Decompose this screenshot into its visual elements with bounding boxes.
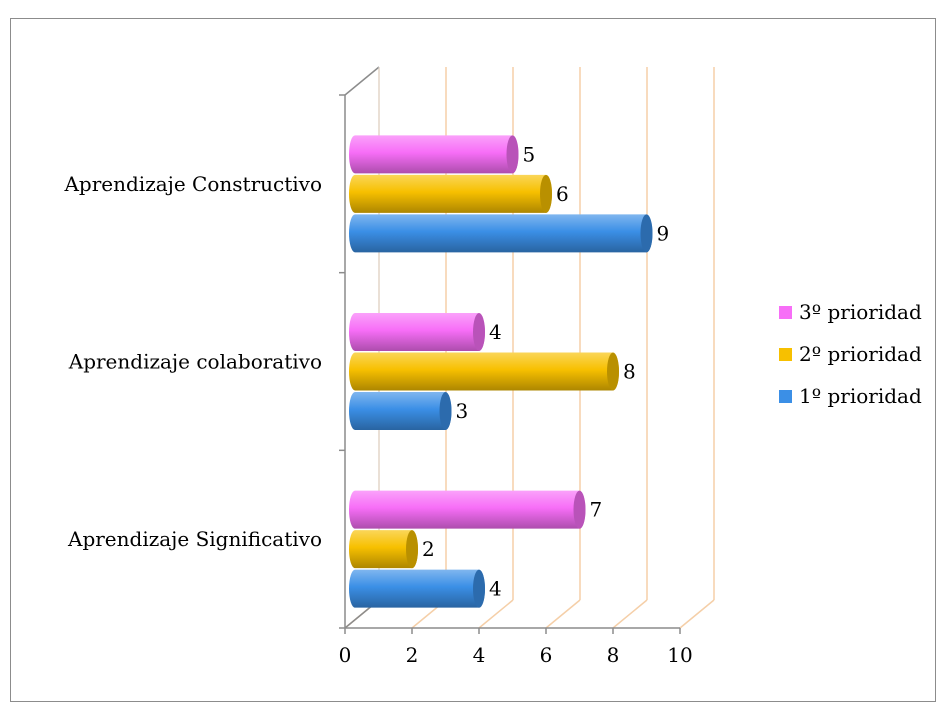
bar-2-prioridad xyxy=(349,174,552,213)
bar-end-cap xyxy=(540,174,552,213)
data-label: 4 xyxy=(489,320,502,344)
data-label: 4 xyxy=(489,577,502,601)
bar-end-cap xyxy=(406,530,418,569)
bar-end-cap xyxy=(640,214,653,253)
floor-gridline xyxy=(612,599,648,629)
data-label: 2 xyxy=(422,537,435,561)
bar-end-cap xyxy=(473,313,485,351)
data-label: 5 xyxy=(523,142,536,166)
legend-label: 2º prioridad xyxy=(799,342,922,366)
data-label: 7 xyxy=(590,498,603,522)
bar-2-prioridad xyxy=(349,530,419,569)
bar-1-prioridad xyxy=(349,392,452,430)
bar-3-prioridad xyxy=(349,135,519,174)
floor-gridline xyxy=(679,599,715,629)
x-tick-label: 6 xyxy=(540,643,553,667)
data-label: 6 xyxy=(556,182,569,206)
bar-2-prioridad xyxy=(349,352,619,391)
bar-1-prioridad xyxy=(349,569,485,608)
floor-gridline xyxy=(478,599,514,629)
x-tick-label: 8 xyxy=(607,643,620,667)
legend-label: 3º prioridad xyxy=(799,300,922,324)
x-tick-label: 2 xyxy=(406,643,419,667)
legend-label: 1º prioridad xyxy=(799,384,922,408)
data-label: 3 xyxy=(456,399,469,423)
data-label: 9 xyxy=(657,221,670,245)
category-label: Aprendizaje Constructivo xyxy=(63,172,322,196)
bar-end-cap xyxy=(573,490,586,529)
legend-swatch xyxy=(779,306,792,319)
category-label: Aprendizaje colaborativo xyxy=(68,350,322,374)
category-label: Aprendizaje Significativo xyxy=(67,527,322,551)
bar-1-prioridad xyxy=(349,214,653,253)
legend-swatch xyxy=(779,348,792,361)
bar-end-cap xyxy=(473,569,485,608)
legend-swatch xyxy=(779,390,792,403)
x-tick-label: 0 xyxy=(339,643,352,667)
bar-end-cap xyxy=(439,392,452,430)
bar-end-cap xyxy=(506,135,519,174)
bar-3-prioridad xyxy=(349,313,485,351)
bar-3-prioridad xyxy=(349,490,586,529)
x-tick-label: 4 xyxy=(473,643,486,667)
floor-gridline xyxy=(545,599,581,629)
x-tick-label: 10 xyxy=(667,643,692,667)
axis-depth-edge xyxy=(344,66,380,96)
bar-end-cap xyxy=(607,352,619,391)
data-label: 8 xyxy=(623,360,636,384)
